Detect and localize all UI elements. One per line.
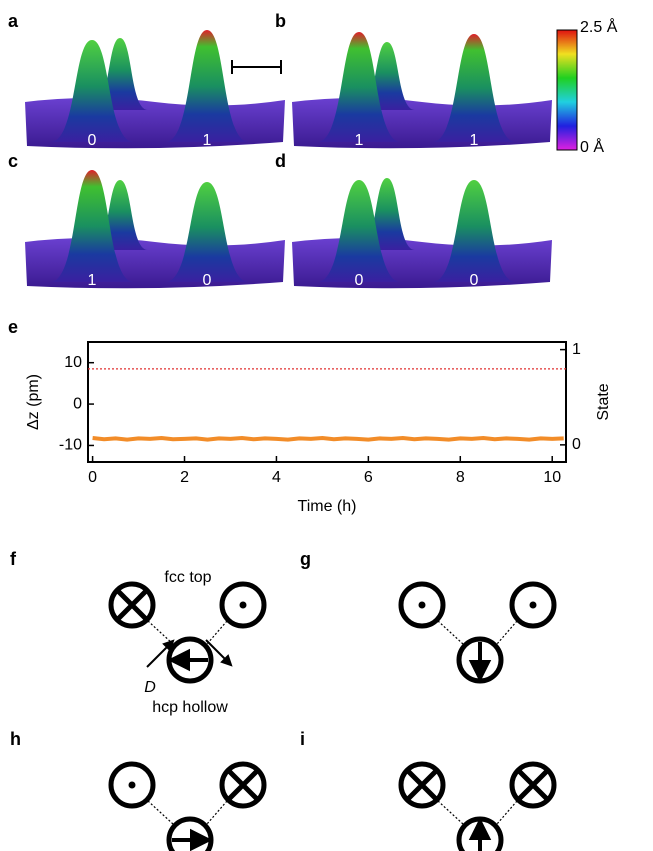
panel-label: b — [275, 11, 286, 31]
d-vector — [205, 639, 233, 667]
diagram: f — [10, 549, 267, 684]
state-label: 0 — [203, 272, 212, 289]
topography-peak — [317, 180, 401, 282]
diagram: h — [10, 729, 267, 851]
spin-arrow — [172, 828, 213, 851]
d-vector — [146, 639, 175, 668]
panel-label: h — [10, 729, 21, 749]
y-tick-label: 0 — [73, 395, 82, 412]
y2-axis-label: State — [595, 383, 612, 420]
spin-in — [116, 589, 148, 621]
spin-out — [128, 781, 136, 789]
panel-label: d — [275, 151, 286, 171]
topography-peak — [317, 32, 401, 142]
topography-peak — [432, 34, 516, 142]
x-tick-label: 10 — [543, 469, 561, 486]
state-label: 1 — [470, 132, 479, 149]
bond — [437, 800, 464, 825]
y-tick-label: -10 — [59, 437, 82, 454]
spin-in — [517, 769, 549, 801]
diagram: g — [300, 549, 557, 684]
colorbar-min: 0 Å — [580, 137, 604, 156]
spin-out — [239, 601, 247, 609]
bond — [206, 800, 228, 825]
x-tick-label: 6 — [364, 469, 373, 486]
bond — [496, 800, 518, 825]
bond — [147, 620, 174, 645]
x-tick-label: 2 — [180, 469, 189, 486]
site-label: hcp hollow — [152, 699, 228, 716]
plot-frame — [87, 341, 567, 463]
bond — [147, 800, 174, 825]
colorbar-max: 2.5 Å — [580, 17, 618, 36]
panel-label: e — [8, 317, 18, 337]
topography-peak — [50, 40, 134, 142]
state-label: 0 — [470, 272, 479, 289]
state-label: 0 — [355, 272, 364, 289]
panel-label: f — [10, 549, 17, 569]
topography-peak — [432, 180, 516, 282]
state-label: 1 — [355, 132, 364, 149]
spin-out — [529, 601, 537, 609]
site-label: fcc top — [164, 569, 211, 586]
bond — [437, 620, 464, 645]
panel-label: g — [300, 549, 311, 569]
bond — [496, 620, 518, 645]
topography-peak — [165, 182, 249, 282]
y-axis-label: Δz (pm) — [25, 374, 42, 430]
spin-out — [418, 601, 426, 609]
y2-tick-label: 0 — [572, 436, 581, 453]
spin-arrow — [167, 648, 208, 672]
x-tick-label: 8 — [456, 469, 465, 486]
panel-label: a — [8, 11, 19, 31]
vector-label: D — [144, 679, 156, 696]
bond — [206, 620, 228, 645]
series-line — [92, 435, 564, 442]
spin-in — [406, 769, 438, 801]
state-label: 1 — [88, 272, 97, 289]
y-tick-label: 10 — [64, 354, 82, 371]
state-label: 1 — [203, 132, 212, 149]
spin-arrow — [468, 817, 492, 851]
scale-bar — [231, 60, 282, 74]
diagrams: f g h i — [10, 549, 557, 851]
state-label: 0 — [88, 132, 97, 149]
topography-peak — [165, 30, 249, 142]
diagram: i — [300, 729, 557, 851]
panel-label: c — [8, 151, 18, 171]
x-tick-label: 0 — [88, 469, 97, 486]
spin-arrow — [468, 642, 492, 683]
topography-peak — [50, 170, 134, 282]
panel-label: i — [300, 729, 305, 749]
colorbar — [556, 29, 578, 151]
x-axis-label: Time (h) — [298, 498, 357, 515]
y2-tick-label: 1 — [572, 341, 581, 358]
spin-in — [227, 769, 259, 801]
x-tick-label: 4 — [272, 469, 281, 486]
